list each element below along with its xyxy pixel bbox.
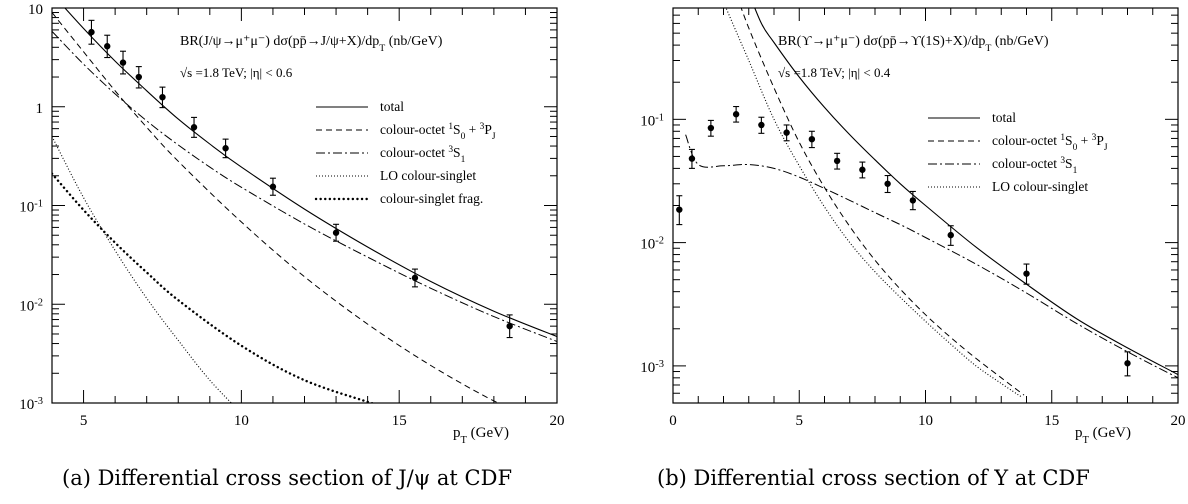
data-point [1023, 270, 1030, 277]
data-point [783, 129, 790, 136]
y-tick-label: 10-1 [640, 112, 664, 130]
data-point [1124, 360, 1131, 367]
x-tick-label: 5 [796, 413, 804, 429]
chart-subtitle: √s =1.8 TeV; |η| < 0.6 [180, 65, 293, 80]
chart-jpsi: 10-3 10-2 10-1 1 10 5 10 15 20 pT (GeV) BR(J/ψ→μ⁺μ… [19, 2, 565, 446]
legend: total colour-octet 1S0 + 3PJ colour-octet … [314, 99, 496, 206]
x-tick-label: 15 [1044, 413, 1059, 429]
curve-dashdot [52, 31, 557, 342]
curve-solid [754, 8, 1178, 376]
data-point [732, 111, 740, 118]
data-point [159, 93, 166, 101]
y-tick-label: 10-1 [19, 198, 43, 216]
data-point [947, 231, 954, 239]
data-point [190, 124, 198, 131]
legend-label: total [380, 99, 404, 114]
y-tick-label: 10-3 [640, 358, 664, 376]
x-axis-label: pT (GeV) [1075, 425, 1131, 446]
legend: total colour-octet 1S0 + 3PJ colour-octet … [928, 110, 1108, 194]
data-points [88, 19, 513, 339]
legend-label: colour-octet 3S1 [992, 156, 1078, 176]
curve-dotted [52, 136, 233, 403]
legend-label: LO colour-singlet [992, 179, 1088, 194]
curve-dashed [740, 8, 1025, 396]
data-point [859, 166, 866, 173]
x-tick-label: 15 [392, 413, 407, 429]
legend-label: LO colour-singlet [380, 168, 476, 183]
data-point [104, 43, 111, 50]
legend-label: colour-octet 1S0 + 3PJ [380, 122, 496, 142]
data-point [411, 274, 419, 282]
data-point [707, 124, 715, 132]
caption-b: (b) Differential cross section of Υ at C… [657, 466, 1090, 490]
x-tick-label: 10 [918, 413, 933, 429]
data-point [676, 206, 683, 213]
y-tick-label: 10-3 [19, 396, 43, 414]
data-point [135, 73, 142, 81]
data-point [119, 59, 127, 66]
y-tick-label: 10-2 [19, 297, 43, 315]
legend-label: total [992, 110, 1016, 125]
data-point [808, 135, 816, 143]
curve-dashed [52, 12, 500, 403]
data-point [688, 155, 696, 162]
x-tick-label: 10 [234, 413, 249, 429]
chart-upsilon: 10-3 10-2 10-1 0 5 10 15 20 pT (GeV) BR(ϒ→μ⁺μ⁻) d… [640, 7, 1186, 446]
y-tick-label: 10 [28, 2, 43, 18]
data-point [222, 145, 229, 152]
curves [676, 8, 1178, 398]
x-tick-label: 20 [1171, 413, 1186, 429]
curve-dotted-bold [52, 172, 375, 403]
x-axis-label: pT (GeV) [453, 425, 509, 446]
curve-dashdot [685, 134, 1178, 379]
data-point [909, 197, 917, 204]
data-point [269, 183, 277, 190]
chart-title: BR(J/ψ→μ⁺μ⁻) dσ(pp̄→J/ψ+X)/dpT (nb/GeV) [180, 34, 443, 54]
curve-dotted [725, 8, 1022, 398]
x-tick-label: 20 [550, 413, 565, 429]
data-point [506, 322, 513, 330]
data-point [884, 180, 891, 187]
data-point [88, 28, 95, 36]
data-point [833, 157, 841, 165]
data-point [758, 121, 765, 129]
caption-a: (a) Differential cross section of J/ψ at… [62, 466, 513, 490]
chart-subtitle: √s =1.8 TeV; |η| < 0.4 [778, 65, 891, 80]
legend-label: colour-singlet frag. [380, 191, 483, 206]
curves [52, 8, 557, 403]
y-tick-label: 1 [36, 101, 44, 117]
legend-label: colour-octet 3S1 [380, 145, 466, 165]
curve-solid [64, 8, 557, 338]
legend-label: colour-octet 1S0 + 3PJ [992, 133, 1108, 153]
x-tick-label: 0 [669, 413, 677, 429]
data-point [332, 229, 340, 236]
x-tick-label: 5 [80, 413, 88, 429]
data-points [676, 105, 1131, 377]
chart-title: BR(ϒ→μ⁺μ⁻) dσ(pp̄→ϒ(1S)+X)/dpT (nb/GeV) [778, 34, 1049, 54]
y-tick-label: 10-2 [640, 235, 664, 253]
